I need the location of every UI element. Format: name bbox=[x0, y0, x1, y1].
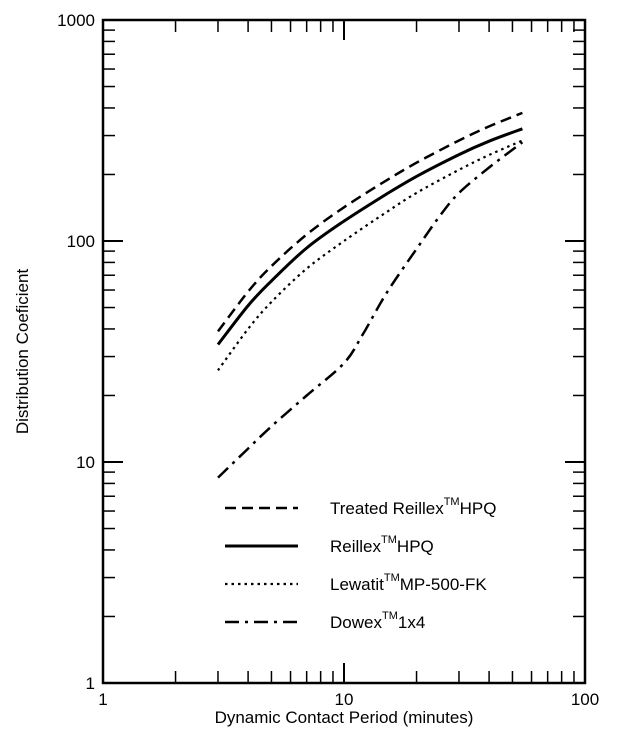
y-tick-label: 1 bbox=[86, 674, 95, 693]
y-tick-label: 1000 bbox=[57, 11, 95, 30]
legend-label: LewatitTMMP-500-FK bbox=[330, 572, 487, 594]
series-layer bbox=[216, 111, 524, 479]
y-tick-label: 10 bbox=[76, 453, 95, 472]
x-tick-label: 1 bbox=[98, 690, 107, 709]
x-axis-title: Dynamic Contact Period (minutes) bbox=[215, 708, 474, 727]
y-tick-label: 100 bbox=[67, 232, 95, 251]
y-axis-title: Distribution Coeficient bbox=[13, 269, 32, 435]
series-line-treated-reillex-0 bbox=[217, 111, 523, 333]
legend-label: Treated ReillexTMHPQ bbox=[330, 496, 496, 518]
tick-labels: 1 10 100 1 10 100 1000 bbox=[57, 11, 599, 709]
plot-frame bbox=[101, 18, 587, 685]
legend-label: DowexTM1x4 bbox=[330, 610, 425, 632]
legend-label: ReillexTMHPQ bbox=[330, 534, 434, 556]
series-line-reillex-1 bbox=[216, 127, 523, 346]
legend: Treated ReillexTMHPQ ReillexTMHPQ LewatitT… bbox=[225, 496, 496, 632]
x-tick-label: 100 bbox=[571, 690, 599, 709]
x-tick-label: 10 bbox=[335, 690, 354, 709]
series-line-lewatit-2 bbox=[217, 139, 523, 371]
series-line-dowex-3 bbox=[217, 141, 524, 479]
